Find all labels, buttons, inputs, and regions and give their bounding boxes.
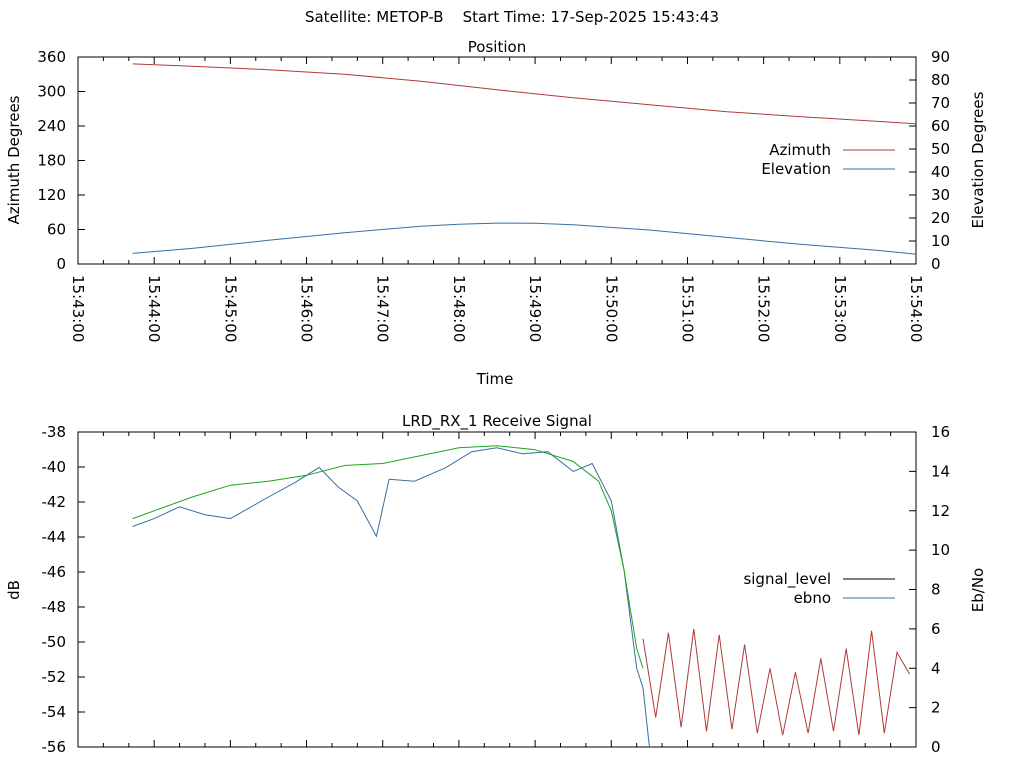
left-y-tick-label: -56 bbox=[42, 738, 67, 756]
right-y-tick-label: 16 bbox=[931, 423, 950, 441]
legend-label: Elevation bbox=[761, 160, 831, 178]
left-y-tick-label: -48 bbox=[42, 598, 67, 616]
x-tick-label: 15:48:00 bbox=[450, 275, 468, 342]
time-axis-label: Time bbox=[476, 370, 514, 388]
right-y-tick-label: 0 bbox=[931, 738, 941, 756]
left-y-tick-label: -52 bbox=[42, 668, 67, 686]
series-line-Elevation bbox=[132, 222, 917, 255]
receive-signal-plot: LRD_RX_1 Receive Signal dB Eb/No -56 -54 -… bbox=[5, 412, 987, 756]
left-y-tick-label: 0 bbox=[56, 255, 66, 273]
right-y-tick-label: 30 bbox=[931, 186, 950, 204]
right-y-tick-label: 6 bbox=[931, 620, 941, 638]
right-y-tick-label: 14 bbox=[931, 462, 950, 480]
right-y-tick-label: 10 bbox=[931, 232, 950, 250]
right-y-tick-label: 8 bbox=[931, 581, 941, 599]
x-tick-label: 15:46:00 bbox=[298, 275, 316, 342]
left-y-tick-label: 240 bbox=[37, 117, 66, 135]
x-tick-label: 15:53:00 bbox=[831, 275, 849, 342]
right-y-tick-label: 2 bbox=[931, 699, 941, 717]
legend-label: signal_level bbox=[743, 570, 831, 589]
left-y-tick-label: -54 bbox=[42, 703, 67, 721]
left-y-tick-label: -38 bbox=[42, 423, 67, 441]
left-y-tick-label: 180 bbox=[37, 152, 66, 170]
position-plot: Position Azimuth Degrees Elevation Degre… bbox=[5, 38, 987, 388]
left-y-tick-label: -40 bbox=[42, 458, 67, 476]
left-y-tick-label: 300 bbox=[37, 83, 66, 101]
left-y-tick-label: 60 bbox=[47, 221, 66, 239]
right-y-tick-label: 12 bbox=[931, 502, 950, 520]
x-tick-label: 15:43:00 bbox=[69, 275, 87, 342]
x-tick-label: 15:47:00 bbox=[374, 275, 392, 342]
right-y-tick-label: 0 bbox=[931, 255, 941, 273]
right-y-tick-label: 80 bbox=[931, 71, 950, 89]
right-y-tick-label: 90 bbox=[931, 48, 950, 66]
right-y-tick-label: 40 bbox=[931, 163, 950, 181]
elevation-axis-label: Elevation Degrees bbox=[969, 91, 987, 228]
left-y-tick-label: -46 bbox=[42, 563, 67, 581]
x-tick-label: 15:45:00 bbox=[221, 275, 239, 342]
left-y-tick-label: 120 bbox=[37, 186, 66, 204]
legend-label: Azimuth bbox=[769, 141, 831, 159]
db-axis-label: dB bbox=[5, 580, 23, 600]
x-tick-label: 15:52:00 bbox=[755, 275, 773, 342]
receive-signal-title: LRD_RX_1 Receive Signal bbox=[402, 412, 592, 431]
left-y-tick-label: -44 bbox=[42, 528, 67, 546]
figure-title: Satellite: METOP-B Start Time: 17-Sep-20… bbox=[305, 8, 719, 26]
azimuth-axis-label: Azimuth Degrees bbox=[5, 95, 23, 224]
x-tick-label: 15:51:00 bbox=[678, 275, 696, 342]
x-tick-label: 15:50:00 bbox=[602, 275, 620, 342]
series-line-ebno bbox=[132, 447, 650, 748]
right-y-tick-label: 4 bbox=[931, 659, 941, 677]
right-y-tick-label: 70 bbox=[931, 94, 950, 112]
series-line-trace-2 bbox=[642, 628, 911, 736]
right-y-tick-label: 60 bbox=[931, 117, 950, 135]
x-tick-label: 15:49:00 bbox=[526, 275, 544, 342]
series-line-Azimuth bbox=[132, 63, 917, 125]
legend-label: ebno bbox=[794, 589, 831, 607]
left-y-tick-label: -50 bbox=[42, 633, 67, 651]
series-line-trace-1 bbox=[132, 445, 644, 669]
x-tick-label: 15:44:00 bbox=[145, 275, 163, 342]
x-tick-label: 15:54:00 bbox=[907, 275, 925, 342]
ebno-axis-label: Eb/No bbox=[969, 568, 987, 612]
right-y-tick-label: 50 bbox=[931, 140, 950, 158]
right-y-tick-label: 20 bbox=[931, 209, 950, 227]
left-y-tick-label: 360 bbox=[37, 48, 66, 66]
position-title: Position bbox=[468, 38, 526, 56]
right-y-tick-label: 10 bbox=[931, 541, 950, 559]
left-y-tick-label: -42 bbox=[42, 493, 67, 511]
